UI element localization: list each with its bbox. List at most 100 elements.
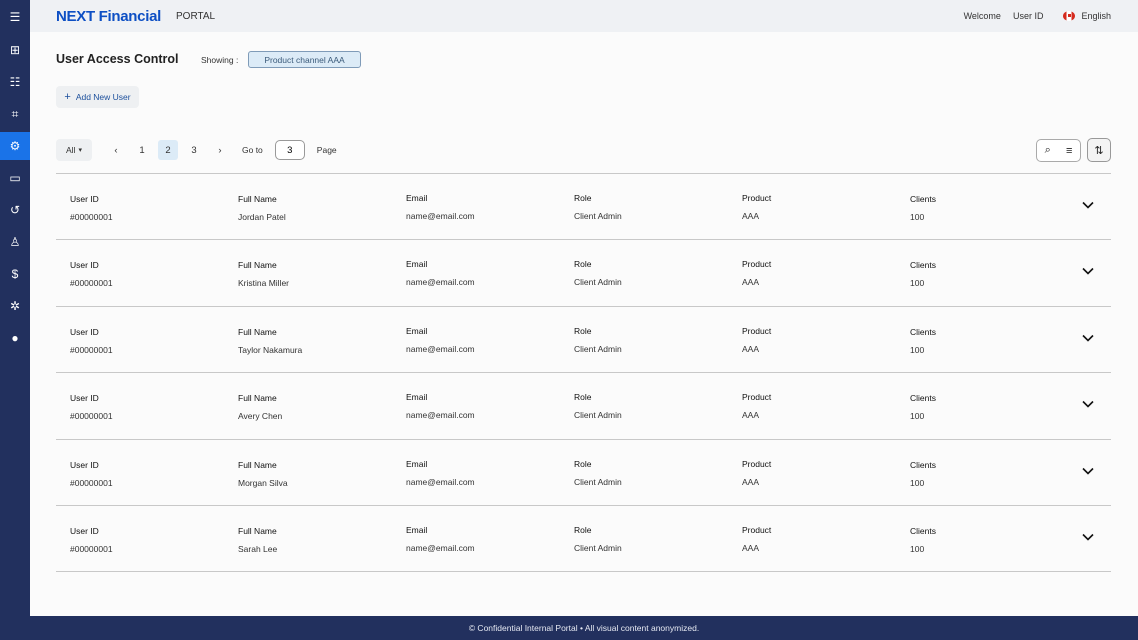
goto-page-input[interactable] [274,140,305,160]
prev-page-icon[interactable]: ‹ [114,144,118,156]
full-name-cell: Full Name Morgan Silva [238,460,288,488]
table-row[interactable]: User ID #00000001 Full Name Sarah Lee Email n… [56,506,1111,573]
column-label: Product [742,193,772,203]
column-label: Clients [910,459,936,470]
column-label: Email [406,325,428,336]
role-value: Client Admin [574,277,622,288]
showing-label: Showing : [201,55,239,65]
clients-cell: Clients 100 [910,526,936,554]
settings-alert-icon[interactable]: ✲ [9,299,21,313]
clients-value: 100 [910,344,925,355]
filter-icon[interactable]: ≡ [1065,144,1073,157]
full-name-value: Avery Chen [238,411,283,422]
email-cell: Email name@email.com [406,326,475,354]
column-label: Full Name [238,393,277,404]
table-row[interactable]: User ID #00000001 Full Name Taylor Nakamura… [56,307,1111,374]
canada-flag-icon[interactable] [1063,11,1076,21]
full-name-value: Kristina Miller [238,278,290,289]
brand-logo[interactable]: NEXT Financial [56,7,161,25]
column-label: Role [574,325,592,336]
history-icon[interactable]: ↺ [9,203,21,217]
email-value: name@email.com [406,277,475,288]
chevron-down-icon[interactable] [1081,331,1095,345]
dashboard-add-icon[interactable]: ⊞ [9,43,21,57]
clients-value: 100 [910,411,925,422]
role-value: Client Admin [574,410,622,421]
role-value: Client Admin [574,343,622,354]
page-2[interactable]: 2 [158,140,178,160]
chevron-down-icon[interactable] [1081,464,1095,478]
crop-icon[interactable]: ⌗ [11,106,19,121]
table-row[interactable]: User ID #00000001 Full Name Avery Chen Email… [56,373,1111,440]
product-cell: Product AAA [742,459,771,487]
user-id-cell: User ID #00000001 [70,327,113,355]
table-row[interactable]: User ID #00000001 Full Name Morgan Silva Ema… [56,440,1111,506]
language-selector[interactable]: English [1081,11,1111,21]
role-cell: Role Client Admin [574,326,622,354]
product-cell: Product AAA [742,193,771,221]
column-label: Email [406,524,428,535]
full-name-value: Jordan Patel [238,212,286,222]
chevron-down-icon[interactable] [1081,530,1095,544]
user-id-cell: User ID #00000001 [70,260,113,288]
column-label: User ID [70,194,99,204]
product-value: AAA [742,211,760,221]
user-id-cell: User ID #00000001 [70,460,113,488]
full-name-cell: Full Name Sarah Lee [238,526,277,554]
role-cell: Role Client Admin [574,392,622,420]
user-settings-icon[interactable]: ⚙ [0,132,30,160]
role-value: Client Admin [574,211,622,221]
chevron-down-icon[interactable] [1081,264,1095,278]
role-cell: Role Client Admin [574,193,622,221]
clients-cell: Clients 100 [910,460,936,488]
page-label: Page [316,145,337,155]
search-filter-group: ⌕ ≡ [1036,139,1081,162]
add-new-user-button[interactable]: + Add New User [56,86,139,108]
email-cell: Email name@email.com [406,525,475,553]
clients-value: 100 [910,278,925,289]
plus-icon: + [64,91,71,103]
next-page-icon[interactable]: › [218,144,222,156]
top-header: NEXT Financial PORTAL Welcome User ID En… [30,0,1138,32]
email-cell: Email name@email.com [406,259,475,287]
column-label: Clients [910,194,936,204]
users-table: User ID #00000001 Full Name Jordan Patel Ema… [56,173,1111,573]
goto-label: Go to [242,145,263,155]
table-row[interactable]: User ID #00000001 Full Name Kristina Miller… [56,240,1111,307]
page-title: User Access Control [56,52,179,66]
menu-icon[interactable]: ☰ [9,10,21,24]
dollar-icon[interactable]: $ [11,267,19,281]
user-id-value: #00000001 [70,278,113,289]
column-label: Full Name [238,260,277,271]
sort-button[interactable]: ⇅ [1087,138,1111,162]
column-label: Full Name [238,326,277,337]
user-key-icon[interactable]: ♙ [9,235,21,249]
welcome-text: Welcome [963,11,1001,21]
column-label: Email [406,458,428,469]
chevron-down-icon[interactable] [1081,198,1095,212]
product-value: AAA [742,343,760,354]
search-icon[interactable]: ⌕ [1044,144,1051,156]
column-label: User ID [70,525,99,536]
user-id-cell: User ID #00000001 [70,194,113,222]
column-label: Email [406,259,428,270]
page-1[interactable]: 1 [139,144,145,156]
filter-select[interactable]: All ▾ [56,139,92,161]
page-3[interactable]: 3 [191,144,197,156]
user-id-value: #00000001 [70,212,113,222]
user-id-value: #00000001 [70,411,113,422]
column-label: Role [574,458,592,469]
email-value: name@email.com [406,211,475,221]
user-id-value: #00000001 [70,344,113,355]
clients-cell: Clients 100 [910,194,936,222]
chevron-down-icon[interactable] [1081,397,1095,411]
table-row[interactable]: User ID #00000001 Full Name Jordan Patel Ema… [56,174,1111,241]
product-channel-chip[interactable]: Product channel AAA [248,51,361,68]
clients-value: 100 [910,212,925,222]
id-card-icon[interactable]: ▭ [9,171,21,185]
user-list-icon[interactable]: ☷ [9,75,21,89]
email-value: name@email.com [406,410,475,421]
shield-icon[interactable]: ● [11,331,19,345]
email-cell: Email name@email.com [406,459,475,487]
filter-value: All [66,145,76,155]
